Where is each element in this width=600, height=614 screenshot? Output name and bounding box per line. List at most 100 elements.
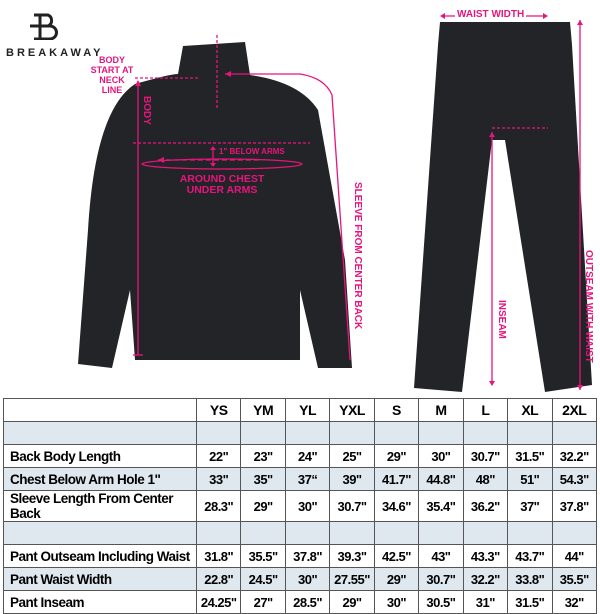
table-row: Pant Inseam 24.25" 27" 28.5" 29" 30" 30.5" 31" 3… [3, 590, 597, 614]
measurement-cell [507, 521, 553, 545]
inseam-label: INSEAM [496, 300, 507, 339]
measurement-cell: 41.7" [373, 467, 420, 491]
measurement-cell: 35.5" [551, 567, 597, 591]
size-header: 2XL [551, 398, 597, 422]
measurement-cell: 39.3" [329, 544, 375, 568]
measurement-cell [551, 521, 597, 545]
measurement-cell [284, 421, 331, 445]
measurement-cell: 31.8" [195, 544, 242, 568]
pants [414, 22, 592, 392]
jacket [78, 42, 352, 368]
measurement-cell [551, 421, 597, 445]
row-label: Pant Inseam [3, 590, 197, 614]
measurement-cell: 30" [373, 590, 420, 614]
measurement-cell: 30" [418, 444, 464, 468]
measurement-cell: 43" [418, 544, 464, 568]
measurement-cell: 27.55" [329, 567, 375, 591]
measurement-cell [329, 421, 375, 445]
row-label: Sleeve Length From Center Back [3, 490, 197, 522]
measurement-cell: 34.6" [373, 490, 420, 522]
size-header: XL [507, 398, 553, 422]
size-header: L [462, 398, 509, 422]
size-header: YXL [329, 398, 375, 422]
size-header: M [418, 398, 464, 422]
below-arms-label: 1" BELOW ARMS [219, 147, 285, 156]
measurement-cell: 29" [240, 490, 286, 522]
waist-width-label: WAIST WIDTH [455, 9, 527, 20]
logo-mark-icon [30, 13, 58, 41]
measurement-cell: 22" [195, 444, 242, 468]
measurement-cell: 37“ [284, 467, 331, 491]
measurement-cell: 35.5" [240, 544, 286, 568]
size-header-row: YS YM YL YXL S M L XL 2XL [3, 398, 597, 422]
measurement-cell [240, 421, 286, 445]
row-label: Pant Waist Width [3, 567, 197, 591]
measurement-cell: 32.2" [551, 444, 597, 468]
row-label [3, 521, 197, 545]
measurement-cell [284, 521, 331, 545]
size-header: YL [284, 398, 331, 422]
measurement-cell: 30.5" [418, 590, 464, 614]
measurement-cell: 48" [462, 467, 509, 491]
measurement-cell [462, 421, 509, 445]
measurement-cell: 27" [240, 590, 286, 614]
measurement-cell: 28.5" [284, 590, 331, 614]
row-label [3, 421, 197, 445]
measurement-cell [507, 421, 553, 445]
row-label: Back Body Length [3, 444, 197, 468]
measurement-cell [418, 521, 464, 545]
measurement-cell: 35.4" [418, 490, 464, 522]
measurement-cell: 29" [373, 567, 420, 591]
measurement-cell [418, 421, 464, 445]
measurement-cell: 31.5" [507, 444, 553, 468]
measurement-cell: 22.8" [195, 567, 242, 591]
outseam-label: OUTSEAM WITH WAIST [583, 250, 594, 363]
measurement-cell [195, 421, 242, 445]
table-row: Back Body Length 22" 23" 24" 25" 29" 30" 30.7" 3… [3, 444, 597, 468]
measurement-cell: 44.8" [418, 467, 464, 491]
sleeve-label: SLEEVE FROM CENTER BACK [352, 182, 363, 330]
measurement-cell: 43.7" [507, 544, 553, 568]
measurement-cell [329, 521, 375, 545]
measurement-cell: 28.3" [195, 490, 242, 522]
corner-cell [3, 398, 197, 422]
measurement-cell: 32" [551, 590, 597, 614]
size-header: S [373, 398, 420, 422]
table-row: Pant Outseam Including Waist 31.8" 35.5" 37… [3, 544, 597, 568]
measurement-cell: 30" [284, 567, 331, 591]
measurement-cell: 39" [329, 467, 375, 491]
around-chest-label: AROUND CHEST UNDER ARMS [179, 173, 265, 196]
measurement-cell: 33" [195, 467, 242, 491]
measurement-cell: 42.5" [373, 544, 420, 568]
measurement-cell: 31" [462, 590, 509, 614]
measurement-cell: 51" [507, 467, 553, 491]
measurement-cell: 33.8" [507, 567, 553, 591]
table-row [3, 521, 597, 545]
row-label: Pant Outseam Including Waist [3, 544, 197, 568]
measurement-cell: 25" [329, 444, 375, 468]
size-header: YS [195, 398, 242, 422]
body-label: BODY [141, 96, 152, 125]
table-row: Pant Waist Width 22.8" 24.5" 30" 27.55" 29" 30… [3, 567, 597, 591]
logo-text: BREAKAWAY [6, 47, 104, 59]
measurement-cell: 44" [551, 544, 597, 568]
measurement-cell: 36.2" [462, 490, 509, 522]
measurement-cell: 35" [240, 467, 286, 491]
measurement-cell: 37" [507, 490, 553, 522]
measurement-cell: 30.7" [462, 444, 509, 468]
size-header: YM [240, 398, 286, 422]
measurement-cell [240, 521, 286, 545]
measurement-cell: 43.3" [462, 544, 509, 568]
measurement-cell: 31.5" [507, 590, 553, 614]
table-row [3, 421, 597, 445]
measurement-cell: 29" [329, 590, 375, 614]
measurement-cell: 30" [284, 490, 331, 522]
measurement-cell: 30.7" [329, 490, 375, 522]
garment-illustration [78, 13, 592, 392]
measurement-cell [373, 421, 420, 445]
row-label: Chest Below Arm Hole 1" [3, 467, 197, 491]
brand-logo: BREAKAWAY [6, 12, 104, 59]
measurement-cell [462, 521, 509, 545]
table-row: Sleeve Length From Center Back 28.3" 29" 30… [3, 490, 597, 522]
measurement-cell: 37.8" [551, 490, 597, 522]
